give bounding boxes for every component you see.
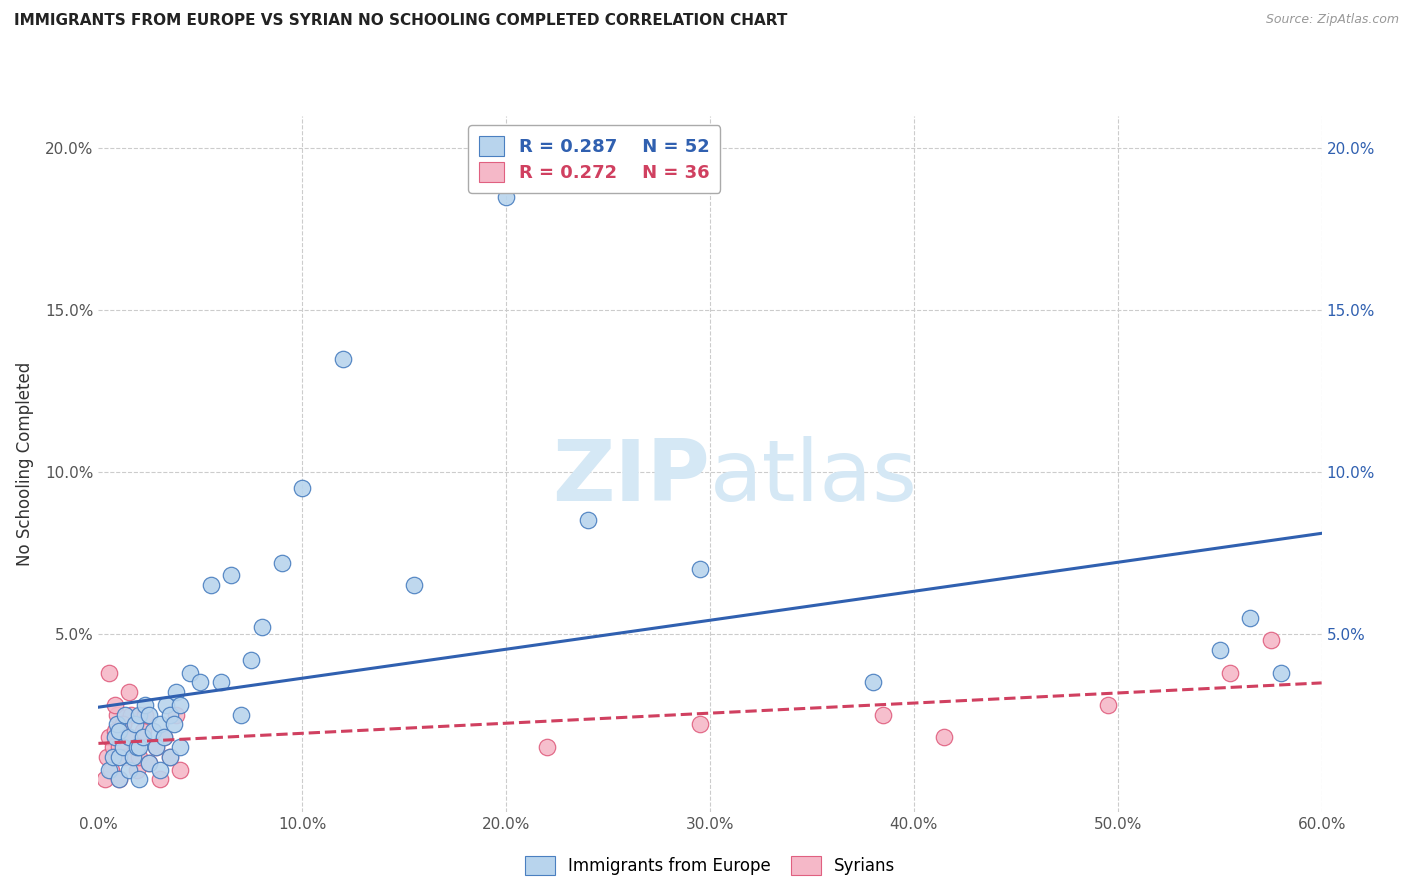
Point	[145, 739, 167, 754]
Point	[536, 739, 558, 754]
Point	[104, 731, 127, 745]
Point	[404, 578, 426, 592]
Text: atlas: atlas	[710, 436, 918, 519]
Point	[689, 562, 711, 576]
Point	[152, 731, 174, 745]
Point	[104, 698, 127, 712]
Point	[209, 675, 232, 690]
Point	[142, 723, 165, 738]
Point	[93, 772, 115, 787]
Point	[1239, 610, 1261, 624]
Point	[159, 749, 181, 764]
Point	[122, 749, 145, 764]
Point	[138, 756, 160, 771]
Point	[179, 665, 201, 680]
Point	[114, 707, 136, 722]
Point	[169, 698, 191, 712]
Point	[114, 749, 136, 764]
Point	[118, 763, 141, 777]
Point	[134, 698, 156, 712]
Point	[128, 739, 150, 754]
Point	[111, 717, 134, 731]
Point	[132, 723, 155, 738]
Point	[108, 749, 131, 764]
Point	[128, 749, 150, 764]
Point	[128, 772, 150, 787]
Point	[100, 763, 122, 777]
Point	[862, 675, 884, 690]
Point	[127, 739, 149, 754]
Point	[159, 707, 181, 722]
Point	[134, 707, 156, 722]
Point	[108, 739, 131, 754]
Point	[188, 675, 212, 690]
Point	[97, 763, 120, 777]
Point	[138, 707, 160, 722]
Point	[101, 749, 124, 764]
Point	[934, 731, 956, 745]
Point	[105, 717, 128, 731]
Legend: Immigrants from Europe, Syrians: Immigrants from Europe, Syrians	[516, 848, 904, 883]
Point	[108, 772, 131, 787]
Point	[118, 731, 141, 745]
Point	[872, 707, 894, 722]
Point	[165, 685, 187, 699]
Point	[332, 351, 354, 366]
Point	[1219, 665, 1241, 680]
Point	[169, 739, 191, 754]
Point	[118, 685, 141, 699]
Point	[124, 739, 146, 754]
Point	[97, 665, 120, 680]
Point	[200, 578, 222, 592]
Text: IMMIGRANTS FROM EUROPE VS SYRIAN NO SCHOOLING COMPLETED CORRELATION CHART: IMMIGRANTS FROM EUROPE VS SYRIAN NO SCHO…	[14, 13, 787, 29]
Point	[291, 481, 314, 495]
Point	[120, 707, 142, 722]
Point	[111, 717, 134, 731]
Point	[101, 739, 124, 754]
Point	[104, 723, 127, 738]
Point	[1270, 665, 1292, 680]
Point	[145, 739, 167, 754]
Y-axis label: No Schooling Completed: No Schooling Completed	[15, 362, 34, 566]
Point	[124, 717, 146, 731]
Point	[111, 739, 134, 754]
Point	[270, 556, 294, 570]
Point	[155, 698, 177, 712]
Point	[1209, 643, 1232, 657]
Point	[1260, 633, 1282, 648]
Point	[1097, 698, 1119, 712]
Point	[689, 717, 711, 731]
Text: Source: ZipAtlas.com: Source: ZipAtlas.com	[1265, 13, 1399, 27]
Point	[240, 652, 263, 666]
Point	[118, 731, 141, 745]
Point	[138, 756, 160, 771]
Point	[97, 731, 120, 745]
Point	[128, 707, 150, 722]
Point	[149, 772, 172, 787]
Point	[149, 717, 172, 731]
Point	[169, 763, 191, 777]
Point	[159, 749, 181, 764]
Point	[165, 707, 187, 722]
Point	[132, 731, 155, 745]
Point	[149, 763, 172, 777]
Point	[231, 707, 253, 722]
Point	[152, 731, 174, 745]
Point	[219, 568, 242, 582]
Point	[105, 707, 128, 722]
Point	[163, 717, 186, 731]
Point	[576, 513, 599, 527]
Point	[108, 772, 131, 787]
Text: ZIP: ZIP	[553, 436, 710, 519]
Point	[250, 620, 273, 634]
Point	[127, 763, 149, 777]
Point	[96, 749, 118, 764]
Point	[108, 723, 131, 738]
Point	[495, 190, 517, 204]
